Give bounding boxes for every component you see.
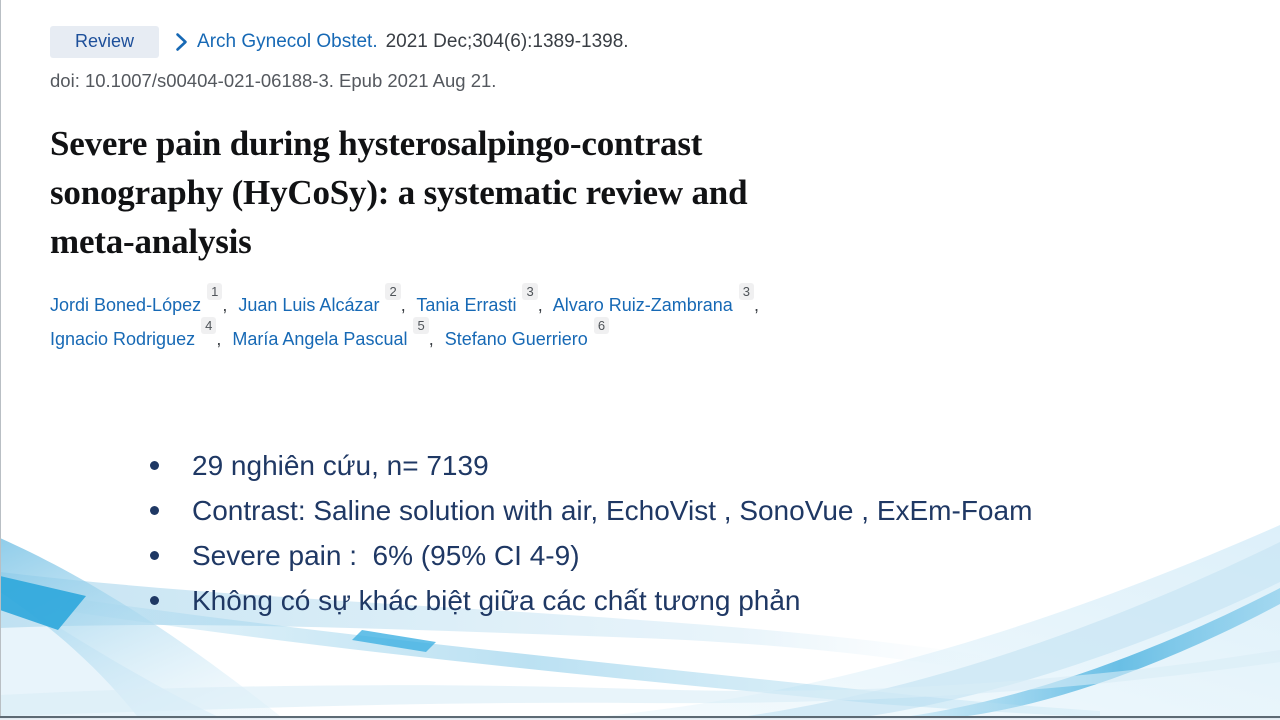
affiliation-number[interactable]: 4 [201, 317, 217, 334]
title-line: sonography (HyCoSy): a systematic review… [50, 173, 748, 212]
citation-text: 2021 Dec;304(6):1389-1398. [385, 31, 629, 52]
author-link[interactable]: Stefano Guerriero [444, 329, 588, 349]
chevron-right-icon [176, 33, 187, 51]
author: Stefano Guerriero 6 [444, 317, 610, 349]
author: Ignacio Rodriguez 4 [50, 317, 217, 349]
bullet-item: Contrast: Saline solution with air, Echo… [150, 488, 1032, 533]
author-link[interactable]: María Angela Pascual [232, 329, 408, 349]
author: Juan Luis Alcázar 2 [238, 283, 401, 315]
bullet-text: Contrast: Saline solution with air, Echo… [192, 494, 1033, 526]
bullet-dot-icon [150, 596, 159, 605]
bottom-border [0, 716, 1280, 720]
author-link[interactable]: Ignacio Rodriguez [50, 329, 196, 349]
affiliation-number[interactable]: 2 [385, 283, 401, 300]
journal-link[interactable]: Arch Gynecol Obstet. [197, 31, 378, 52]
article-title: Severe pain during hysterosalpingo-contr… [50, 119, 950, 266]
bullet-dot-icon [150, 551, 159, 560]
author-separator: , [222, 295, 228, 315]
author-separator: , [400, 295, 406, 315]
bullet-dot-icon [150, 506, 159, 515]
title-line: Severe pain during hysterosalpingo-contr… [50, 124, 703, 163]
author: Alvaro Ruiz-Zambrana 3 [552, 283, 755, 315]
author-link[interactable]: Tania Errasti [416, 295, 517, 315]
author: María Angela Pascual 5 [232, 317, 429, 349]
author-list: Jordi Boned-López1, Juan Luis Alcázar2, … [50, 283, 930, 356]
author-separator: , [428, 329, 434, 349]
bullet-dot-icon [150, 461, 159, 470]
doi-line: doi: 10.1007/s00404-021-06188-3. Epub 20… [50, 70, 497, 91]
bullet-item: Không có sự khác biệt giữa các chất tươn… [150, 578, 1032, 623]
author: Jordi Boned-López 1 [50, 283, 223, 315]
bullet-item: Severe pain : 6% (95% CI 4-9) [150, 533, 1032, 578]
affiliation-number[interactable]: 5 [413, 317, 429, 334]
review-badge: Review [50, 26, 160, 58]
citation-row: Review Arch Gynecol Obstet. 2021 Dec;304… [50, 26, 950, 58]
affiliation-number[interactable]: 3 [522, 283, 538, 300]
author-separator: , [216, 329, 222, 349]
slide-left-edge [0, 0, 1, 720]
bullet-list: 29 nghiên cứu, n= 7139 Contrast: Saline … [150, 443, 1032, 623]
author-link[interactable]: Alvaro Ruiz-Zambrana [552, 295, 733, 315]
pubmed-article-header: Review Arch Gynecol Obstet. 2021 Dec;304… [50, 26, 950, 356]
affiliation-number[interactable]: 6 [593, 317, 610, 334]
author-link[interactable]: Juan Luis Alcázar [238, 295, 380, 315]
author-separator: , [754, 295, 760, 315]
affiliation-number[interactable]: 1 [207, 283, 223, 300]
author-separator: , [537, 295, 543, 315]
bullet-text: Severe pain : 6% (95% CI 4-9) [192, 539, 580, 571]
bullet-item: 29 nghiên cứu, n= 7139 [150, 443, 1032, 488]
affiliation-number[interactable]: 3 [738, 283, 755, 300]
bullet-text: 29 nghiên cứu, n= 7139 [192, 449, 489, 481]
title-line: meta-analysis [50, 222, 252, 261]
bullet-text: Không có sự khác biệt giữa các chất tươn… [192, 584, 801, 616]
author-link[interactable]: Jordi Boned-López [50, 295, 202, 315]
author: Tania Errasti 3 [416, 283, 538, 315]
